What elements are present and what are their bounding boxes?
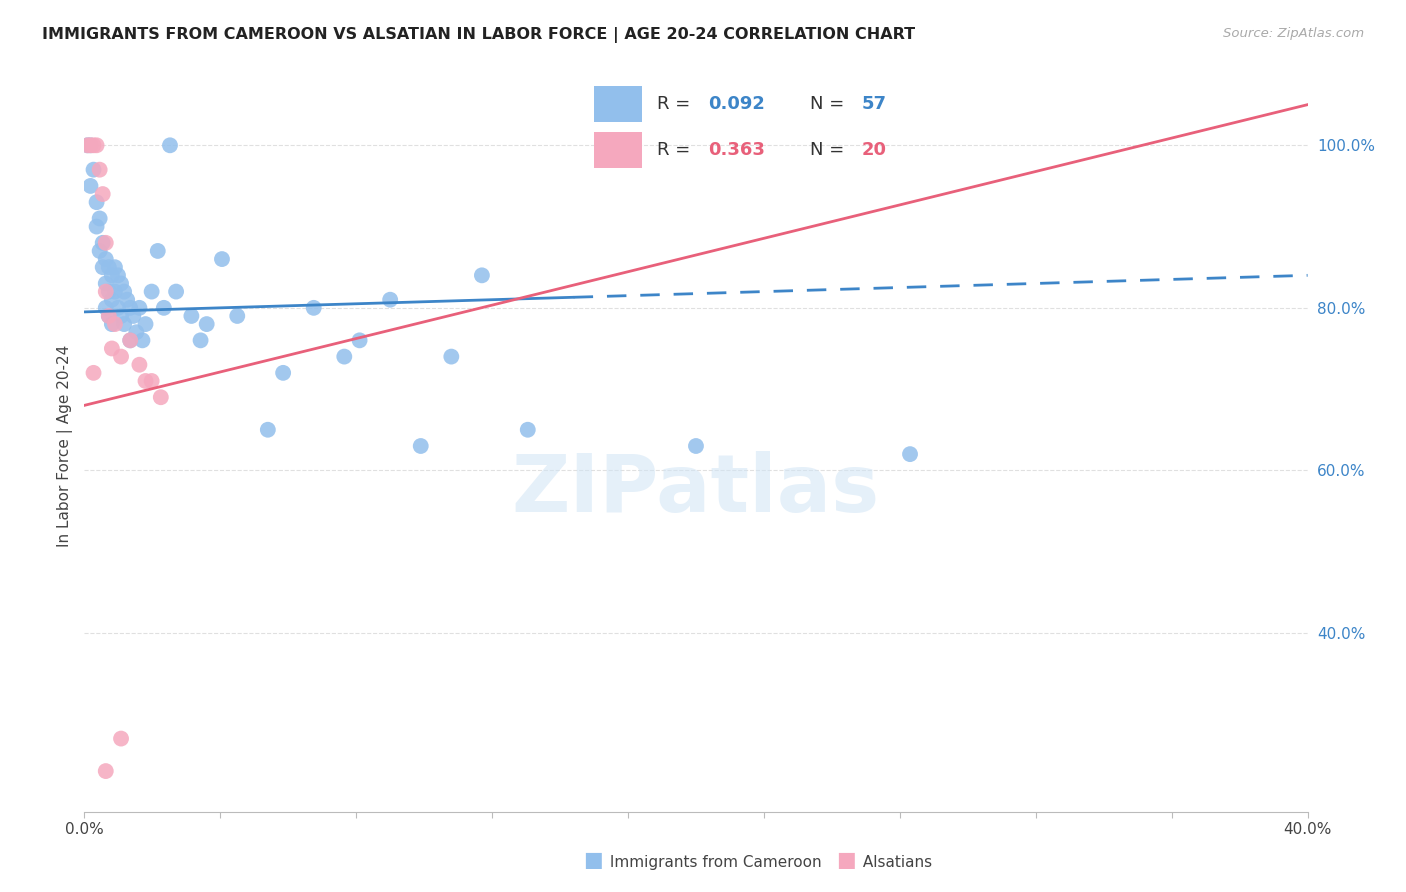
Point — [120, 301, 142, 315]
Point — [159, 138, 181, 153]
Text: ■: ■ — [583, 850, 603, 870]
Point — [97, 285, 120, 299]
Point — [471, 268, 494, 283]
Point — [149, 390, 172, 404]
Point — [112, 317, 135, 331]
Text: 0.092: 0.092 — [707, 95, 765, 113]
Point — [86, 195, 108, 210]
Point — [115, 293, 138, 307]
Point — [135, 317, 157, 331]
Point — [94, 277, 117, 291]
Point — [110, 731, 132, 746]
Point — [104, 317, 127, 331]
Text: Immigrants from Cameroon: Immigrants from Cameroon — [605, 855, 821, 870]
Text: Alsatians: Alsatians — [858, 855, 932, 870]
Point — [91, 235, 114, 250]
Point — [104, 285, 127, 299]
Point — [302, 301, 325, 315]
Text: 57: 57 — [862, 95, 886, 113]
Point — [271, 366, 294, 380]
Text: N =: N = — [810, 141, 851, 159]
FancyBboxPatch shape — [595, 132, 643, 168]
Point — [94, 252, 117, 266]
Point — [146, 244, 169, 258]
Point — [898, 447, 921, 461]
Point — [101, 268, 124, 283]
Point — [104, 260, 127, 275]
Point — [107, 268, 129, 283]
Point — [86, 219, 108, 234]
Point — [135, 374, 157, 388]
Point — [101, 342, 124, 356]
Point — [125, 325, 148, 339]
Point — [195, 317, 218, 331]
Point — [97, 309, 120, 323]
Point — [190, 334, 212, 348]
Text: Source: ZipAtlas.com: Source: ZipAtlas.com — [1223, 27, 1364, 40]
Point — [89, 162, 111, 177]
Point — [409, 439, 432, 453]
Point — [94, 764, 117, 778]
Point — [79, 138, 101, 153]
Point — [516, 423, 538, 437]
Point — [94, 235, 117, 250]
Point — [86, 138, 108, 153]
Point — [79, 138, 101, 153]
Point — [153, 301, 176, 315]
Point — [165, 285, 187, 299]
Point — [440, 350, 463, 364]
Point — [107, 301, 129, 315]
Point — [83, 138, 105, 153]
Point — [94, 285, 117, 299]
Text: ZIPatlas: ZIPatlas — [512, 450, 880, 529]
Point — [180, 309, 202, 323]
Point — [91, 260, 114, 275]
Point — [211, 252, 233, 266]
Point — [83, 366, 105, 380]
Point — [120, 334, 142, 348]
Point — [76, 138, 98, 153]
Text: 0.363: 0.363 — [707, 141, 765, 159]
Text: IMMIGRANTS FROM CAMEROON VS ALSATIAN IN LABOR FORCE | AGE 20-24 CORRELATION CHAR: IMMIGRANTS FROM CAMEROON VS ALSATIAN IN … — [42, 27, 915, 43]
Point — [110, 309, 132, 323]
Point — [349, 334, 371, 348]
Point — [101, 317, 124, 331]
Text: ■: ■ — [837, 850, 856, 870]
FancyBboxPatch shape — [595, 87, 643, 122]
Point — [333, 350, 356, 364]
Point — [141, 374, 163, 388]
Point — [94, 301, 117, 315]
Point — [120, 334, 142, 348]
Point — [226, 309, 249, 323]
Text: N =: N = — [810, 95, 851, 113]
Point — [131, 334, 153, 348]
Y-axis label: In Labor Force | Age 20-24: In Labor Force | Age 20-24 — [58, 345, 73, 547]
Point — [128, 301, 150, 315]
Point — [122, 309, 145, 323]
Point — [101, 293, 124, 307]
Point — [110, 350, 132, 364]
Point — [97, 260, 120, 275]
Text: R =: R = — [657, 95, 696, 113]
Point — [91, 187, 114, 202]
Point — [97, 309, 120, 323]
Point — [380, 293, 402, 307]
Point — [112, 285, 135, 299]
Text: R =: R = — [657, 141, 696, 159]
Point — [76, 138, 98, 153]
Point — [685, 439, 707, 453]
Point — [89, 244, 111, 258]
Point — [257, 423, 280, 437]
Point — [79, 178, 101, 193]
Point — [89, 211, 111, 226]
Text: 20: 20 — [862, 141, 886, 159]
Point — [141, 285, 163, 299]
Point — [128, 358, 150, 372]
Point — [83, 162, 105, 177]
Point — [110, 277, 132, 291]
